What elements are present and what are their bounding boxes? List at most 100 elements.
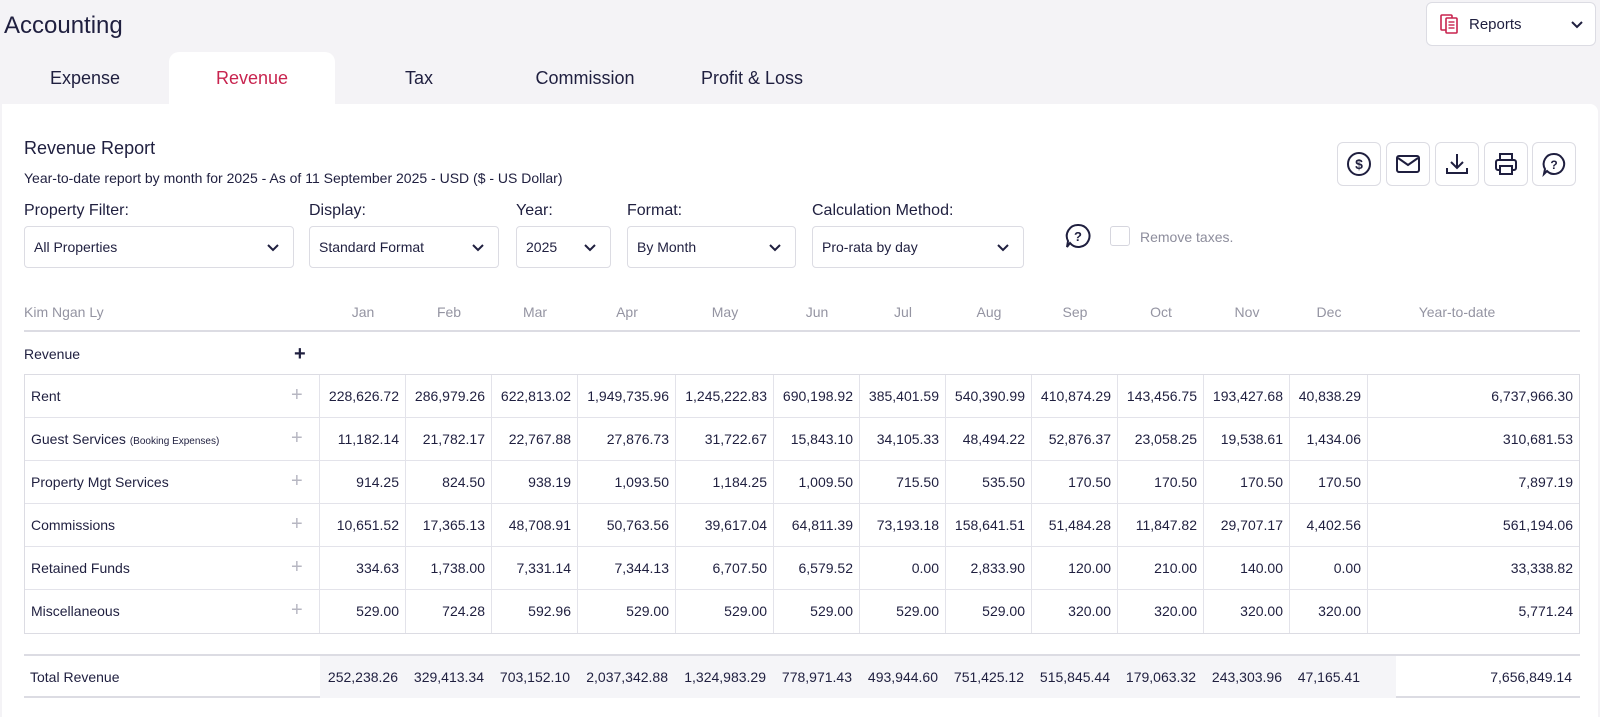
- table-cell: 19,538.61: [1203, 418, 1289, 461]
- table-cell: 1,184.25: [675, 461, 773, 504]
- print-icon: [1495, 153, 1517, 175]
- table-cell: 320.00: [1203, 590, 1289, 633]
- download-button[interactable]: [1435, 142, 1479, 186]
- expand-row-icon[interactable]: +: [291, 384, 303, 406]
- svg-text:?: ?: [1550, 158, 1557, 172]
- property-filter-value: All Properties: [34, 239, 118, 255]
- table-cell: 193,427.68: [1203, 375, 1289, 418]
- table-row: Commissions + 10,651.52 17,365.13 48,708…: [25, 504, 1579, 547]
- total-cell: 703,152.10: [499, 669, 570, 685]
- reports-dropdown[interactable]: Reports: [1426, 2, 1596, 46]
- table-cell: 120.00: [1031, 547, 1117, 590]
- year-select[interactable]: 2025: [516, 226, 611, 268]
- table-cell: 529.00: [577, 590, 675, 633]
- table-cell: 1,245,222.83: [675, 375, 773, 418]
- table-cell: 48,708.91: [491, 504, 577, 547]
- table-cell: 535.50: [945, 461, 1031, 504]
- currency-button[interactable]: $: [1337, 142, 1381, 186]
- row-name-text: Guest Services: [31, 431, 126, 447]
- print-button[interactable]: [1484, 142, 1528, 186]
- month-header: May: [711, 304, 739, 320]
- download-icon: [1446, 154, 1468, 174]
- table-cell: 170.50: [1117, 461, 1203, 504]
- expand-row-icon[interactable]: +: [291, 427, 303, 449]
- table-cell: 27,876.73: [577, 418, 675, 461]
- display-select[interactable]: Standard Format: [309, 226, 499, 268]
- svg-text:$: $: [1355, 156, 1363, 172]
- row-name: Guest Services (Booking Expenses): [31, 418, 219, 461]
- remove-taxes-checkbox[interactable]: [1110, 226, 1130, 246]
- format-select[interactable]: By Month: [627, 226, 796, 268]
- total-cell: 179,063.32: [1125, 669, 1196, 685]
- chevron-down-icon: [584, 244, 596, 252]
- year-label: Year:: [516, 202, 553, 219]
- table-cell: 228,626.72: [319, 375, 405, 418]
- ytd-header: Year-to-date: [1418, 304, 1496, 320]
- table-cell: 51,484.28: [1031, 504, 1117, 547]
- table-cell: 22,767.88: [491, 418, 577, 461]
- tab-tax[interactable]: Tax: [404, 68, 433, 88]
- property-filter-select[interactable]: All Properties: [24, 226, 294, 268]
- expand-row-icon[interactable]: +: [291, 513, 303, 535]
- month-header: Nov: [1234, 304, 1260, 320]
- table-cell: 320.00: [1031, 590, 1117, 633]
- month-header: Jan: [351, 304, 375, 320]
- table-cell: 2,833.90: [945, 547, 1031, 590]
- add-revenue-icon[interactable]: +: [294, 343, 306, 365]
- table-cell: 286,979.26: [405, 375, 491, 418]
- expand-row-icon[interactable]: +: [291, 470, 303, 492]
- tab-profit-loss[interactable]: Profit & Loss: [700, 68, 804, 88]
- table-cell: 23,058.25: [1117, 418, 1203, 461]
- help-button[interactable]: ?: [1532, 142, 1576, 186]
- ytd-cell: 33,338.82: [1367, 547, 1579, 590]
- reports-label: Reports: [1469, 15, 1522, 33]
- revenue-table: Rent + 228,626.72 286,979.26 622,813.02 …: [24, 374, 1580, 634]
- calc-help-icon[interactable]: ?: [1064, 222, 1092, 250]
- page-title: Accounting: [4, 12, 123, 39]
- expand-row-icon[interactable]: +: [291, 599, 303, 621]
- total-cell: 751,425.12: [953, 669, 1024, 685]
- table-cell: 4,402.56: [1289, 504, 1367, 547]
- table-cell: 50,763.56: [577, 504, 675, 547]
- table-cell: 31,722.67: [675, 418, 773, 461]
- table-cell: 690,198.92: [773, 375, 859, 418]
- expand-row-icon[interactable]: +: [291, 556, 303, 578]
- svg-text:?: ?: [1074, 229, 1082, 244]
- ytd-cell: 5,771.24: [1367, 590, 1579, 633]
- month-header: Jul: [894, 304, 912, 320]
- table-cell: 29,707.17: [1203, 504, 1289, 547]
- ytd-cell: 310,681.53: [1367, 418, 1579, 461]
- report-subtitle: Year-to-date report by month for 2025 - …: [24, 170, 563, 186]
- table-cell: 7,344.13: [577, 547, 675, 590]
- chevron-down-icon: [769, 244, 781, 252]
- table-row: Property Mgt Services + 914.25 824.50 93…: [25, 461, 1579, 504]
- table-row: Rent + 228,626.72 286,979.26 622,813.02 …: [25, 375, 1579, 418]
- tab-revenue[interactable]: Revenue: [169, 52, 335, 104]
- display-value: Standard Format: [319, 239, 425, 255]
- table-cell: 34,105.33: [859, 418, 945, 461]
- table-cell: 48,494.22: [945, 418, 1031, 461]
- table-cell: 170.50: [1031, 461, 1117, 504]
- table-cell: 1,949,735.96: [577, 375, 675, 418]
- table-cell: 21,782.17: [405, 418, 491, 461]
- row-name: Retained Funds: [31, 560, 130, 576]
- section-revenue-label: Revenue: [24, 346, 81, 362]
- ytd-cell: 561,194.06: [1367, 504, 1579, 547]
- month-header: Dec: [1316, 304, 1342, 320]
- tab-expense[interactable]: Expense: [49, 68, 121, 88]
- row-name: Rent: [31, 388, 61, 404]
- table-cell: 1,009.50: [773, 461, 859, 504]
- calc-method-select[interactable]: Pro-rata by day: [812, 226, 1024, 268]
- remove-taxes-label: Remove taxes.: [1140, 229, 1234, 245]
- total-cell: 243,303.96: [1211, 669, 1282, 685]
- total-cell: 515,845.44: [1039, 669, 1110, 685]
- report-card: Revenue Report Year-to-date report by mo…: [2, 104, 1598, 717]
- tab-commission[interactable]: Commission: [535, 68, 635, 88]
- table-cell: 540,390.99: [945, 375, 1031, 418]
- table-row: Retained Funds + 334.63 1,738.00 7,331.1…: [25, 547, 1579, 590]
- total-cell: 778,971.43: [781, 669, 852, 685]
- table-cell: 52,876.37: [1031, 418, 1117, 461]
- table-cell: 0.00: [1289, 547, 1367, 590]
- table-cell: 529.00: [859, 590, 945, 633]
- email-button[interactable]: [1386, 142, 1430, 186]
